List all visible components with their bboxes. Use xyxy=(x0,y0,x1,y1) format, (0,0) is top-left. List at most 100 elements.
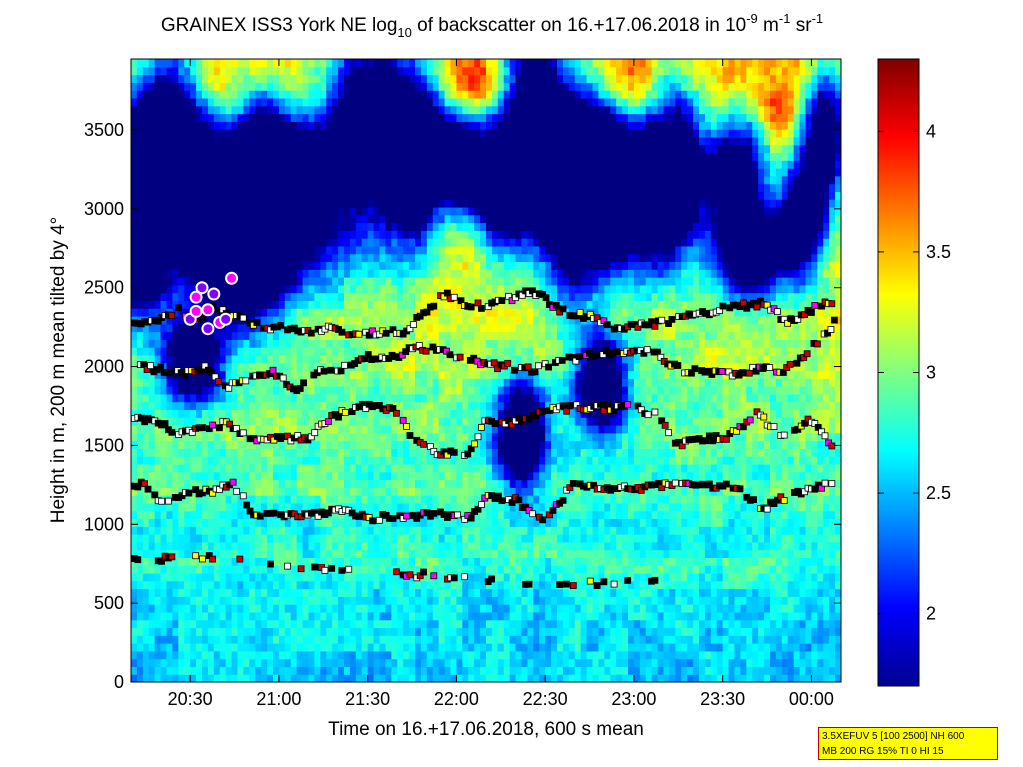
heatmap-cell xyxy=(397,206,404,216)
heatmap-cell xyxy=(409,604,416,613)
heatmap-cell xyxy=(420,541,428,551)
heatmap-cell xyxy=(320,121,327,130)
heatmap-cell xyxy=(142,113,150,122)
heatmap-cell xyxy=(290,347,298,356)
heatmap-cell xyxy=(213,253,221,263)
heatmap-cell xyxy=(456,277,463,286)
heatmap-cell xyxy=(213,113,221,122)
heatmap-cell xyxy=(415,619,422,629)
heatmap-cell xyxy=(361,370,369,379)
heatmap-cell xyxy=(166,160,174,169)
heatmap-cell xyxy=(202,168,209,177)
heatmap-cell xyxy=(190,105,197,115)
heatmap-cell xyxy=(486,425,493,434)
heatmap-cell xyxy=(415,549,422,558)
heatmap-cell xyxy=(355,152,363,161)
heatmap-cell xyxy=(450,300,458,309)
heatmap-cell xyxy=(332,253,339,263)
heatmap-cell xyxy=(349,315,357,325)
heatmap-cell xyxy=(154,245,162,255)
heatmap-cell xyxy=(160,409,168,418)
heatmap-cell xyxy=(438,502,446,512)
heatmap-cell xyxy=(349,245,357,255)
heatmap-cell xyxy=(148,386,156,395)
heatmap-cell xyxy=(267,300,274,309)
heatmap-cell xyxy=(207,604,215,613)
heatmap-cell xyxy=(403,526,410,535)
heatmap-cell xyxy=(432,409,440,418)
heatmap-cell xyxy=(426,175,434,185)
heatmap-cell xyxy=(320,456,327,465)
heatmap-cell xyxy=(160,191,168,200)
heatmap-cell xyxy=(338,175,345,185)
heatmap-cell xyxy=(255,238,262,247)
heatmap-cell xyxy=(397,604,404,613)
heatmap-cell xyxy=(367,463,375,473)
heatmap-cell xyxy=(296,487,304,496)
heatmap-cell xyxy=(314,666,321,675)
heatmap-cell xyxy=(196,277,203,286)
heatmap-cell xyxy=(190,526,197,535)
heatmap-cell xyxy=(302,339,310,348)
heatmap-cell xyxy=(491,347,499,356)
heatmap-cell xyxy=(355,456,363,465)
heatmap-cell xyxy=(426,565,434,574)
heatmap-cell xyxy=(255,658,262,668)
heatmap-cell xyxy=(207,183,215,192)
heatmap-cell xyxy=(213,604,221,613)
heatmap-cell xyxy=(296,113,304,122)
heatmap-cell xyxy=(332,238,339,247)
heatmap-cell xyxy=(131,105,138,115)
heatmap-cell xyxy=(355,347,363,356)
heatmap-cell xyxy=(373,214,381,224)
heatmap-cell xyxy=(231,113,239,122)
heatmap-cell xyxy=(403,362,410,372)
heatmap-cell xyxy=(166,658,174,668)
heatmap-cell xyxy=(261,417,268,426)
heatmap-cell xyxy=(332,300,339,309)
heatmap-cell xyxy=(385,386,392,395)
heatmap-cell xyxy=(231,666,239,675)
heatmap-cell xyxy=(154,588,162,597)
heatmap-cell xyxy=(196,105,203,115)
heatmap-cell xyxy=(480,277,487,286)
heatmap-cell xyxy=(249,168,256,177)
heatmap-cell xyxy=(480,284,487,294)
heatmap-cell xyxy=(462,393,469,403)
heatmap-cell xyxy=(154,619,162,629)
heatmap-cell xyxy=(355,650,363,660)
heatmap-cell xyxy=(261,448,268,457)
heatmap-cell xyxy=(367,113,375,122)
heatmap-cell xyxy=(415,129,422,138)
heatmap-cell xyxy=(296,650,304,660)
heatmap-cell xyxy=(320,183,327,192)
heatmap-cell xyxy=(184,409,191,418)
heatmap-cell xyxy=(142,253,150,263)
heatmap-cell xyxy=(249,129,256,138)
heatmap-cell xyxy=(486,90,493,99)
heatmap-cell xyxy=(243,487,250,496)
heatmap-cell xyxy=(131,121,138,130)
heatmap-cell xyxy=(344,206,351,216)
heatmap-cell xyxy=(432,557,440,566)
heatmap-cell xyxy=(326,245,333,255)
heatmap-cell xyxy=(166,253,174,263)
heatmap-cell xyxy=(432,479,440,488)
heatmap-cell xyxy=(367,245,375,255)
heatmap-cell xyxy=(391,121,398,130)
heatmap-cell xyxy=(249,440,256,449)
heatmap-cell xyxy=(338,463,345,473)
heatmap-cell xyxy=(320,580,327,590)
heatmap-cell xyxy=(379,160,387,169)
heatmap-cell xyxy=(480,354,487,364)
heatmap-cell xyxy=(450,604,458,613)
heatmap-cell xyxy=(148,643,156,652)
heatmap-cell xyxy=(290,534,298,543)
heatmap-cell xyxy=(403,463,410,473)
heatmap-cell xyxy=(219,611,227,621)
heatmap-cell xyxy=(491,199,499,208)
heatmap-cell xyxy=(237,261,245,270)
heatmap-cell xyxy=(491,611,499,621)
heatmap-cell xyxy=(349,674,357,682)
heatmap-cell xyxy=(474,596,481,605)
